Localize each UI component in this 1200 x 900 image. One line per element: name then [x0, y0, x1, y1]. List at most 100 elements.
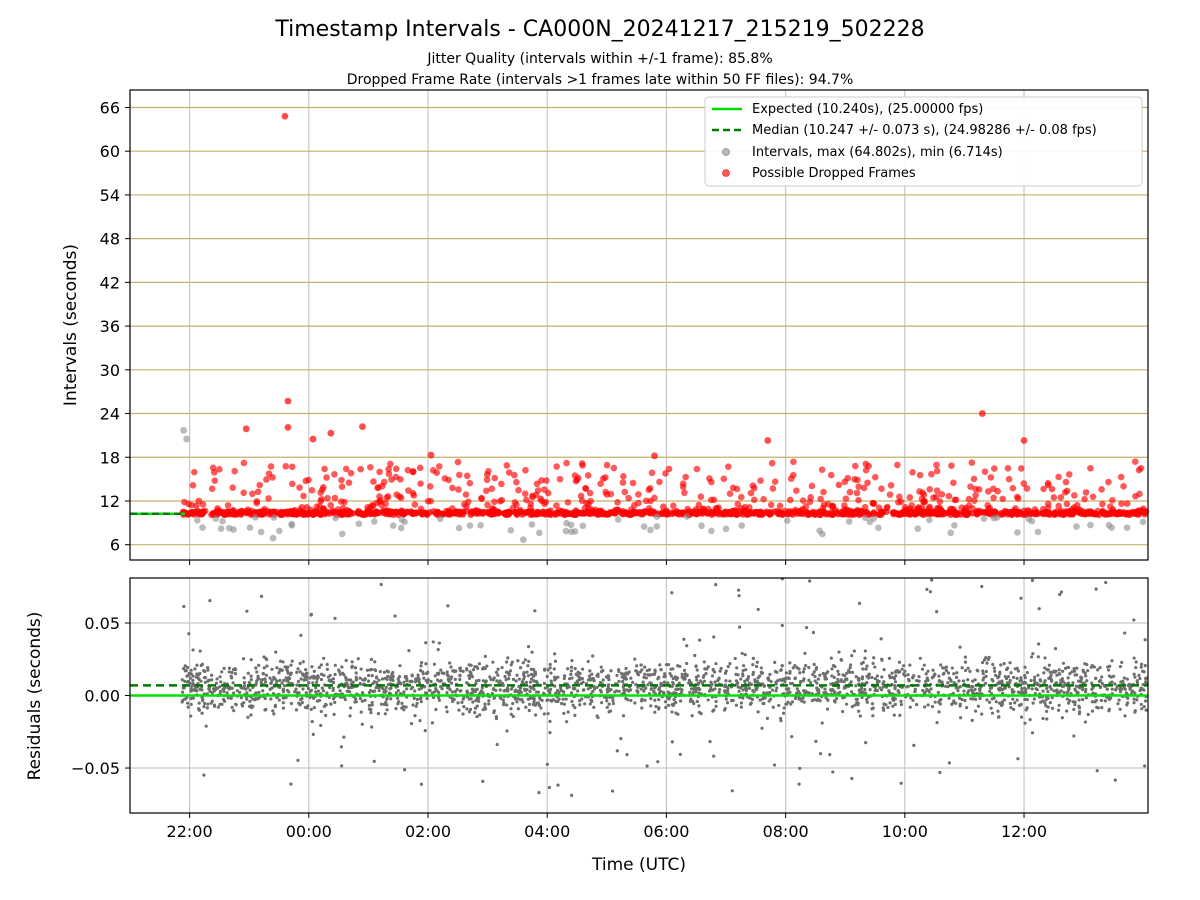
- residual-point: [450, 690, 455, 694]
- residual-point: [807, 691, 811, 695]
- intervals-legend: Expected (10.240s), (25.00000 fps) Media…: [704, 96, 1143, 187]
- residual-point: [996, 676, 1000, 680]
- dropped-frame-point: [938, 491, 946, 498]
- x-tick-label: 12:00: [1001, 822, 1047, 841]
- residual-point: [873, 676, 877, 681]
- residual-point: [1083, 690, 1088, 694]
- interval-point: [861, 514, 869, 522]
- residual-point: [534, 690, 539, 694]
- residual-point: [1002, 698, 1006, 702]
- residual-point: [446, 678, 451, 682]
- residual-point: [659, 681, 663, 685]
- residual-point: [278, 659, 283, 663]
- residual-point: [569, 669, 573, 673]
- dropped-frame-point: [522, 496, 530, 504]
- residual-point: [391, 678, 395, 682]
- residual-point: [725, 689, 730, 693]
- interval-point: [389, 522, 397, 529]
- residual-point: [1104, 580, 1108, 585]
- residual-point: [412, 696, 416, 700]
- residual-point: [278, 678, 282, 683]
- residual-point: [511, 677, 516, 682]
- residual-point: [695, 699, 699, 704]
- residual-point: [274, 650, 278, 654]
- residual-point: [525, 670, 529, 674]
- residual-point: [459, 689, 463, 693]
- residual-point: [549, 671, 553, 675]
- residual-point: [188, 676, 192, 680]
- residual-point: [570, 793, 574, 797]
- dropped-frame-point: [1018, 465, 1025, 472]
- dropped-frame-point: [282, 462, 290, 470]
- residual-point: [1140, 687, 1144, 691]
- residual-point: [419, 699, 423, 704]
- residual-point: [786, 700, 790, 704]
- residual-point: [299, 633, 303, 637]
- residual-point: [562, 690, 566, 694]
- dropped-frame-point: [288, 480, 296, 488]
- residual-point: [1141, 683, 1145, 687]
- residual-point: [1090, 700, 1094, 704]
- residual-point: [807, 678, 811, 682]
- residual-point: [328, 679, 332, 683]
- dropped-frame-point: [456, 511, 464, 518]
- residual-point: [1066, 665, 1071, 670]
- dropped-frame-point: [484, 501, 491, 509]
- residual-point: [793, 696, 798, 701]
- residual-point: [780, 623, 784, 628]
- residual-point: [522, 677, 526, 681]
- dropped-frame-point: [1011, 507, 1018, 514]
- dropped-frame-point: [317, 497, 325, 505]
- residual-point: [545, 762, 549, 766]
- dropped-frame-point: [263, 476, 270, 483]
- residual-point: [523, 658, 527, 662]
- residual-point: [946, 685, 950, 689]
- dropped-frame-point: [692, 506, 700, 513]
- interval-point: [640, 523, 648, 530]
- residual-point: [183, 664, 187, 668]
- dropped-frame-point: [456, 471, 463, 479]
- residual-point: [249, 713, 253, 717]
- dropped-frame-point: [224, 502, 232, 509]
- residual-point: [432, 690, 437, 694]
- residual-point: [281, 688, 285, 692]
- residual-point: [565, 720, 569, 724]
- residual-point: [646, 673, 650, 677]
- interval-point: [397, 524, 405, 532]
- residual-point: [813, 679, 817, 683]
- residual-point: [1048, 670, 1052, 674]
- dropped-frame-point: [511, 471, 518, 479]
- dropped-frame-point: [933, 487, 941, 494]
- residual-point: [804, 664, 808, 668]
- residual-point: [326, 675, 331, 679]
- residual-point: [797, 782, 801, 786]
- dropped-frame-point: [1098, 486, 1105, 493]
- residual-point: [797, 667, 801, 671]
- residual-point: [1123, 714, 1127, 718]
- residual-point: [312, 705, 316, 710]
- residual-point: [892, 676, 897, 681]
- residual-point: [245, 697, 249, 701]
- residual-point: [1139, 702, 1143, 707]
- residual-point: [617, 689, 621, 693]
- residual-point: [917, 675, 921, 679]
- intervals-y-tick-label: 48: [100, 230, 120, 249]
- residual-point: [296, 667, 300, 671]
- residual-point: [284, 676, 288, 680]
- residual-point: [816, 677, 820, 681]
- residual-point: [992, 696, 996, 700]
- residual-point: [532, 697, 536, 701]
- interval-point: [738, 522, 746, 529]
- residual-point: [1024, 690, 1028, 695]
- residual-point: [402, 690, 406, 694]
- residual-point: [385, 677, 389, 681]
- residual-point: [1013, 667, 1017, 671]
- dropped-frame-point: [194, 507, 201, 515]
- dropped-frame-point: [972, 485, 979, 493]
- residual-point: [634, 682, 638, 687]
- residual-point: [694, 689, 698, 694]
- residual-point: [310, 720, 314, 724]
- residual-point: [303, 675, 307, 679]
- residual-point: [1010, 688, 1014, 692]
- dropped-frame-point: [392, 465, 400, 473]
